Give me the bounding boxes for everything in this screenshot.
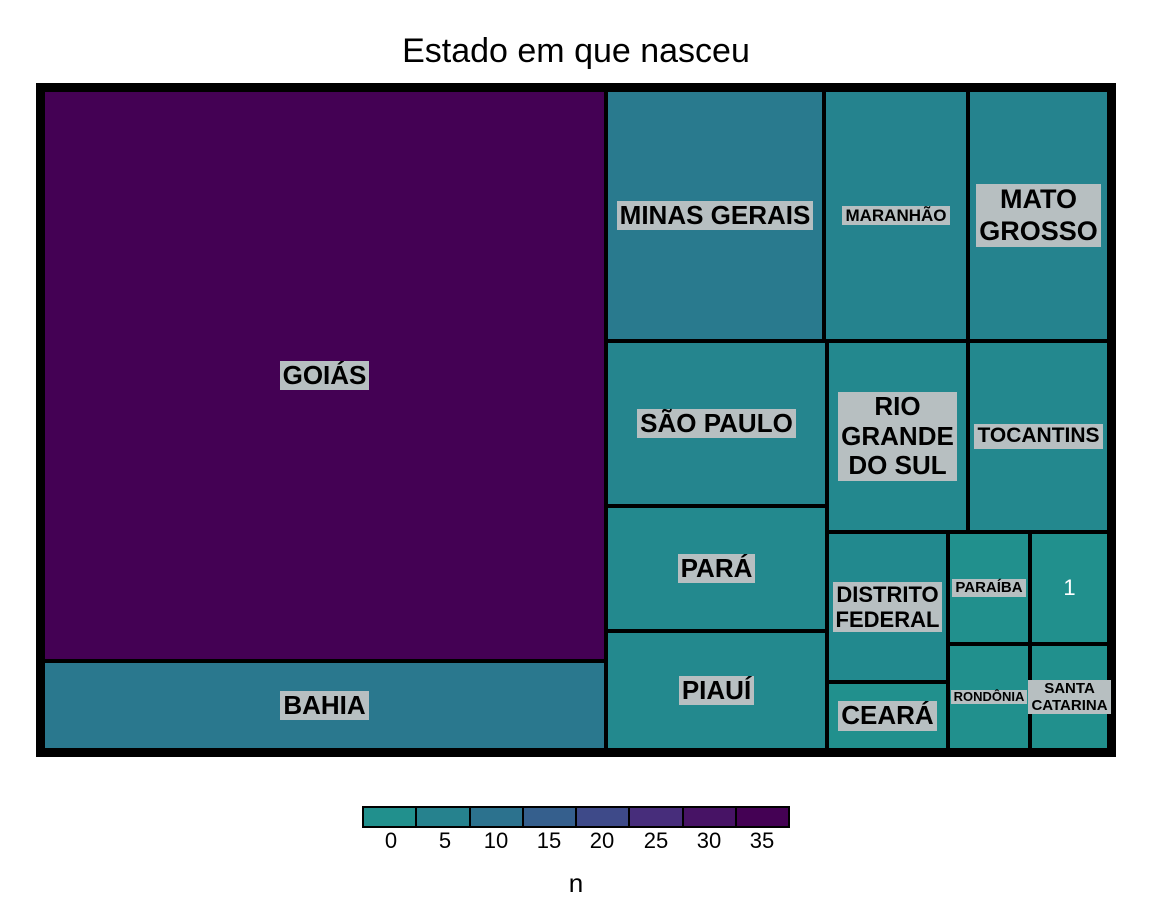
- treemap-tile-label: SÃO PAULO: [637, 408, 796, 439]
- treemap-tile-label: RONDÔNIA: [950, 689, 1028, 705]
- treemap-tile-maranhao: MARANHÃO: [822, 88, 970, 343]
- treemap-tile-label: PIAUÍ: [678, 675, 755, 706]
- legend-segment: [417, 808, 471, 826]
- treemap-tile-mato-grosso: MATO GROSSO: [966, 88, 1111, 343]
- treemap-tile-label: GOIÁS: [279, 360, 370, 391]
- legend-tick-label: 10: [483, 828, 509, 853]
- treemap-area: GOIÁS BAHIA MINAS GERAIS MARANHÃO MATO GROSS…: [36, 83, 1116, 757]
- treemap-tile-label: MARANHÃO: [842, 205, 950, 226]
- treemap-tile-1: 1: [1028, 530, 1111, 646]
- treemap-tile-label: PARAÍBA: [952, 579, 1026, 597]
- legend-tick-label: 20: [589, 828, 615, 853]
- legend-tick-label: 25: [643, 828, 669, 853]
- legend-segment: [683, 808, 737, 826]
- legend-segment: [630, 808, 684, 826]
- legend-segment: [577, 808, 631, 826]
- treemap-tile-label: CEARÁ: [838, 700, 937, 731]
- treemap-tile-label: RIO GRANDE DO SUL: [838, 391, 957, 482]
- treemap-tile-label: PARÁ: [677, 553, 756, 584]
- legend-tick-label: 5: [438, 828, 452, 853]
- treemap-tile-label: 1: [1063, 575, 1076, 601]
- treemap-tile-rondonia: RONDÔNIA: [946, 642, 1032, 752]
- legend-title: n: [568, 868, 584, 898]
- treemap-tile-piaui: PIAUÍ: [604, 629, 829, 752]
- legend-tick-label: 35: [749, 828, 775, 853]
- treemap-tile-label: MINAS GERAIS: [616, 200, 814, 231]
- treemap-tile-label: TOCANTINS: [974, 424, 1103, 449]
- color-legend: [362, 806, 790, 828]
- treemap-tile-bahia: BAHIA: [41, 659, 608, 752]
- legend-tick-label: 30: [696, 828, 722, 853]
- treemap-tile-label: DISTRITO FEDERAL: [832, 581, 943, 633]
- treemap-tile-paraiba: PARAÍBA: [946, 530, 1032, 646]
- treemap-tile-tocantins: TOCANTINS: [966, 339, 1111, 534]
- treemap-tile-label: MATO GROSSO: [976, 184, 1101, 247]
- legend-segment: [523, 808, 577, 826]
- treemap-tile-distrito-federal: DISTRITO FEDERAL: [825, 530, 950, 684]
- treemap-tile-minas-gerais: MINAS GERAIS: [604, 88, 826, 343]
- treemap-tile-label: SANTA CATARINA: [1028, 679, 1111, 715]
- legend-segment: [364, 808, 418, 826]
- treemap-tile-ceara: CEARÁ: [825, 680, 950, 752]
- treemap-tile-goias: GOIÁS: [41, 88, 608, 663]
- treemap-tile-rio-grande-do-sul: RIO GRANDE DO SUL: [825, 339, 970, 534]
- chart-title: Estado em que nasceu: [402, 32, 750, 70]
- treemap-tile-santa-catarina: SANTA CATARINA: [1028, 642, 1111, 752]
- treemap-tile-label: BAHIA: [280, 690, 369, 721]
- legend-tick-label: 0: [384, 828, 398, 853]
- treemap-tile-sao-paulo: SÃO PAULO: [604, 339, 829, 508]
- treemap-tile-para: PARÁ: [604, 504, 829, 633]
- legend-tick-label: 15: [536, 828, 562, 853]
- legend-colorbar: [362, 806, 790, 828]
- legend-segment: [470, 808, 524, 826]
- legend-segment: [736, 808, 788, 826]
